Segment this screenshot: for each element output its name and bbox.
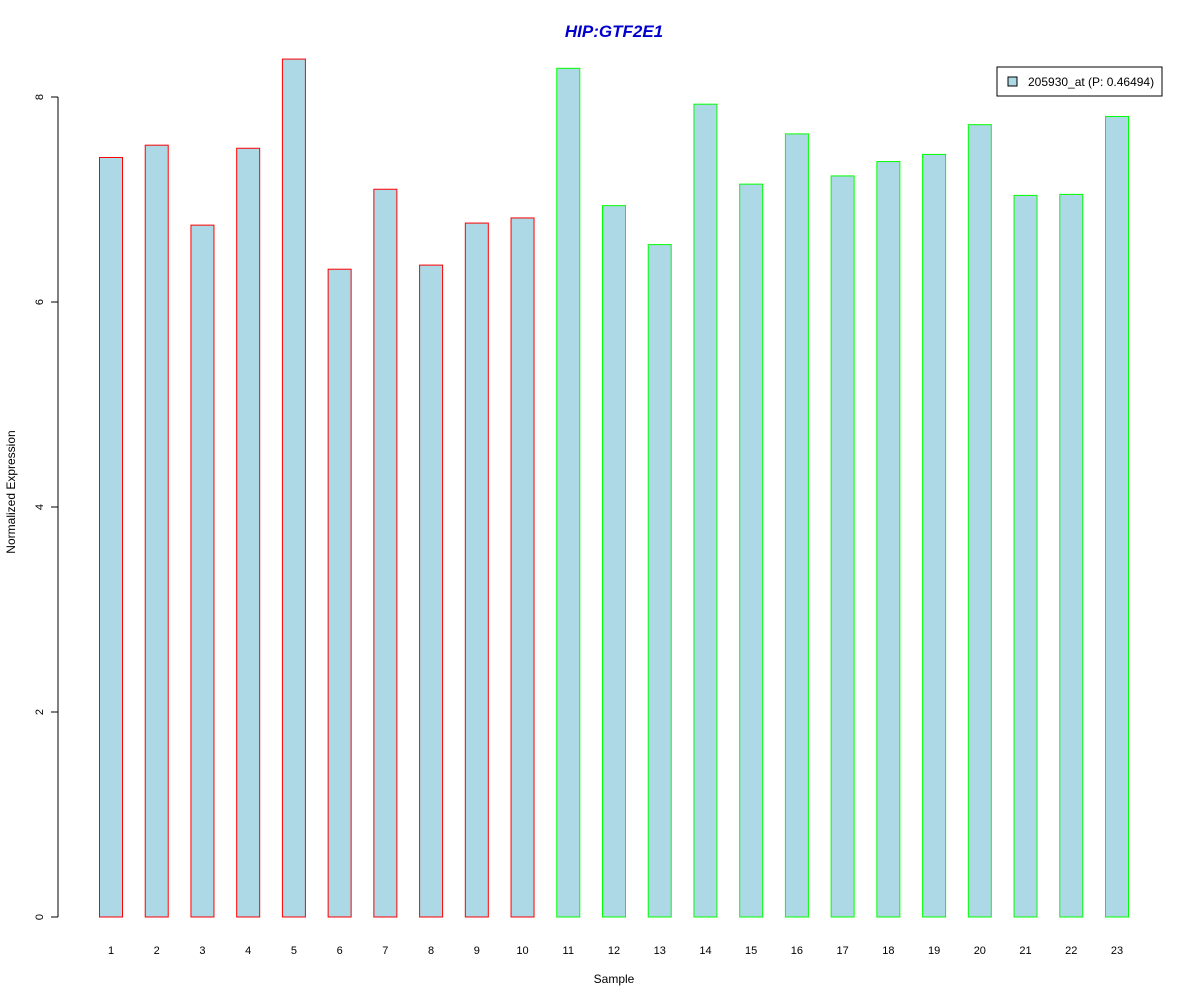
- y-tick-label: 6: [34, 299, 46, 305]
- x-tick-label: 7: [382, 945, 388, 957]
- bar-sample-23: [1105, 115, 1129, 918]
- x-tick-label: 8: [428, 945, 434, 957]
- bar-sample-2: [144, 144, 169, 918]
- x-tick-label: 9: [474, 945, 480, 957]
- bar-sample-5: [281, 58, 306, 918]
- y-tick-label: 4: [34, 504, 46, 510]
- y-axis-label: Normalized Expression: [4, 430, 18, 553]
- x-tick-label: 14: [699, 945, 711, 957]
- y-axis: 0 2 4 6 8: [34, 94, 59, 920]
- x-tick-label: 11: [563, 945, 574, 957]
- bar-sample-4: [236, 147, 261, 918]
- bar-sample-6: [327, 268, 352, 918]
- x-tick-label: 12: [608, 945, 620, 957]
- bar-sample-21: [1013, 194, 1038, 918]
- chart-title: HIP:GTF2E1: [565, 22, 663, 41]
- bar-sample-8: [419, 264, 444, 918]
- bar-sample-15: [739, 183, 764, 918]
- x-tick-label: 1: [108, 945, 114, 957]
- bar-sample-16: [784, 133, 809, 918]
- x-tick-label: 2: [154, 945, 160, 957]
- bar-sample-1: [99, 156, 123, 918]
- x-tick-label: 5: [291, 945, 297, 957]
- x-tick-label: 18: [882, 945, 894, 957]
- x-tick-label: 3: [199, 945, 205, 957]
- bar-sample-13: [647, 244, 672, 918]
- bar-sample-11: [556, 67, 581, 918]
- x-tick-label: 6: [337, 945, 343, 957]
- x-tick-labels: 1 2 3 4 5 6 7 8 9 10 11 12 13 14 15 16 17 18 19 20 21 22 23: [108, 945, 1123, 957]
- y-tick-label: 2: [34, 709, 46, 715]
- x-tick-label: 22: [1065, 945, 1077, 957]
- x-axis-label: Sample: [594, 972, 635, 986]
- bar-sample-18: [876, 161, 901, 918]
- bar-sample-9: [464, 222, 489, 918]
- x-tick-label: 21: [1019, 945, 1031, 957]
- x-tick-label: 20: [974, 945, 986, 957]
- bar-sample-10: [510, 217, 535, 918]
- x-tick-label: 17: [837, 945, 849, 957]
- x-tick-label: 19: [928, 945, 940, 957]
- bar-sample-14: [693, 103, 718, 918]
- x-tick-label: 16: [791, 945, 803, 957]
- bar-sample-17: [830, 175, 855, 918]
- x-tick-label: 10: [516, 945, 528, 957]
- legend-box: [996, 66, 1163, 97]
- bar-sample-19: [922, 153, 947, 918]
- legend-swatch: [1007, 76, 1018, 87]
- bar-sample-12: [602, 205, 626, 918]
- y-tick-label: 0: [34, 914, 46, 920]
- legend-label: 205930_at (P: 0.46494): [1028, 75, 1154, 89]
- bar-sample-20: [967, 124, 992, 918]
- bars-group: [99, 58, 1129, 918]
- bar-sample-22: [1059, 193, 1084, 918]
- x-tick-label: 4: [245, 945, 251, 957]
- x-tick-label: 13: [654, 945, 666, 957]
- legend: 205930_at (P: 0.46494): [996, 66, 1163, 97]
- bar-sample-3: [190, 224, 215, 918]
- x-tick-label: 15: [745, 945, 757, 957]
- y-tick-label: 8: [34, 94, 46, 100]
- bar-sample-7: [373, 188, 398, 918]
- x-tick-label: 23: [1111, 945, 1123, 957]
